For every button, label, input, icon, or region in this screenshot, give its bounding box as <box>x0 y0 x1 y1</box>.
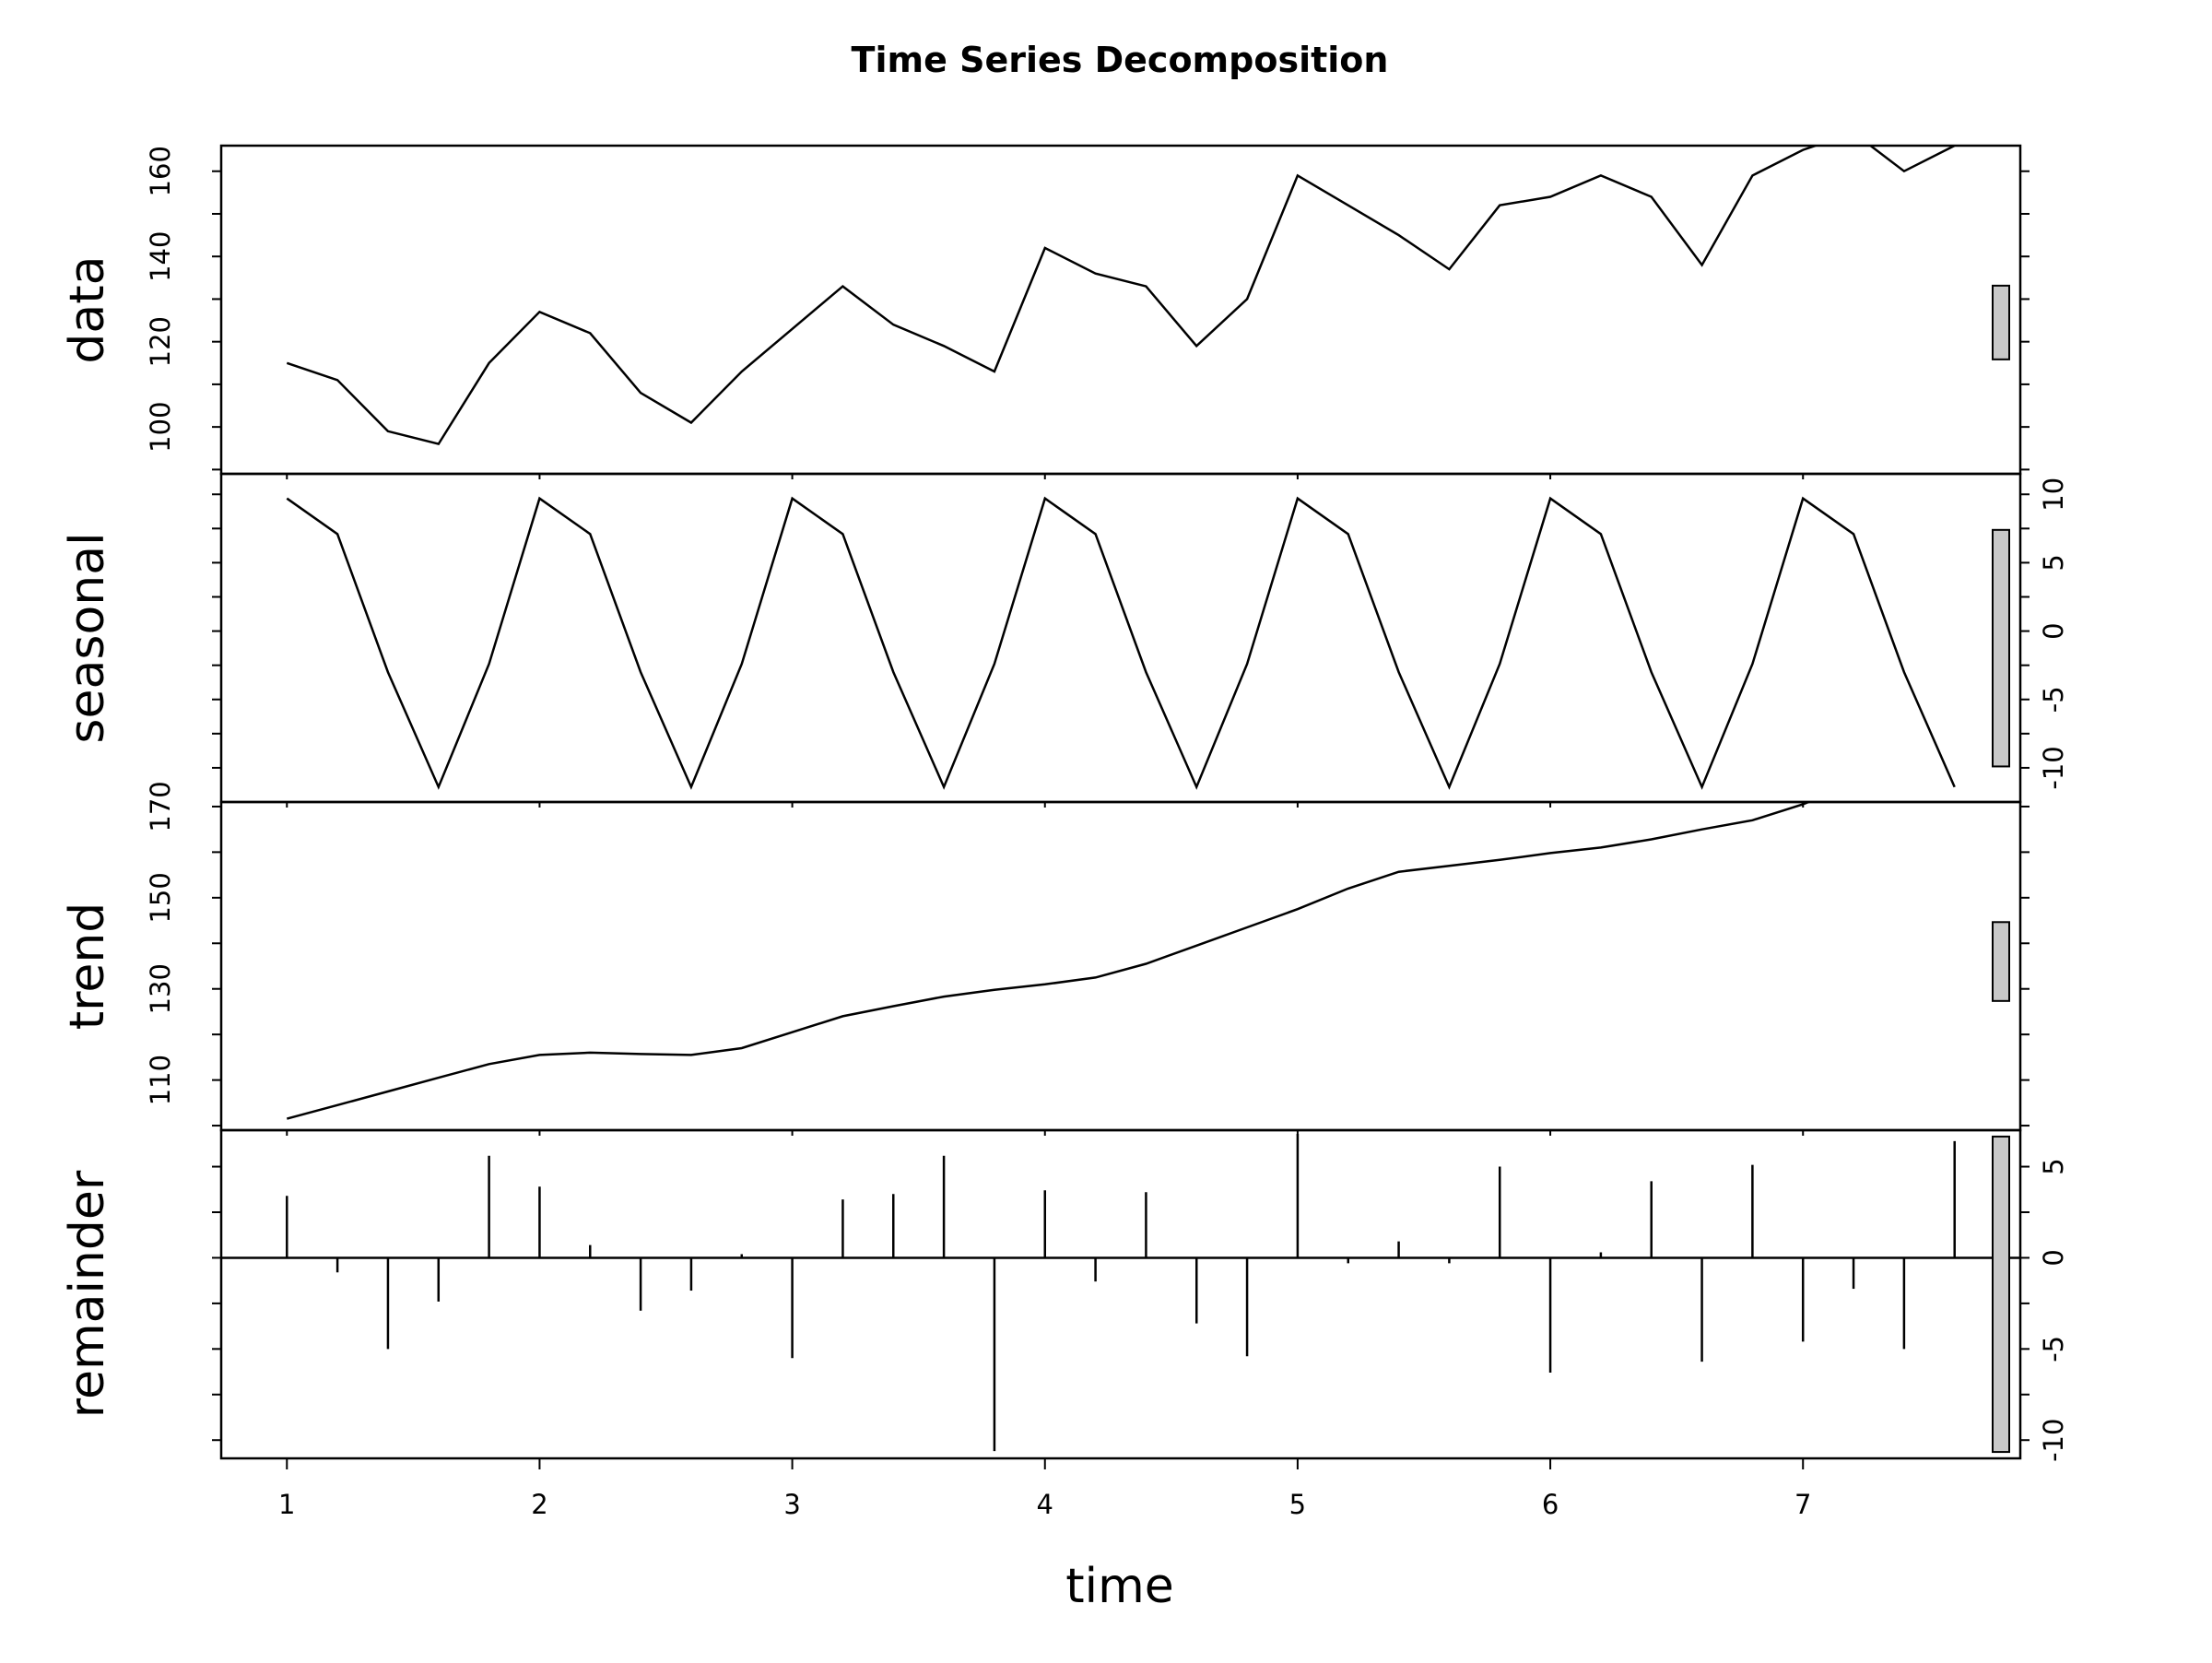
panel-label-remainder: remainder <box>60 1170 115 1418</box>
series-remainder <box>221 1133 2020 1452</box>
scale-bar-seasonal <box>1992 528 2010 768</box>
panel-label-seasonal: seasonal <box>60 532 115 743</box>
x-tick-label: 7 <box>1794 1489 1811 1520</box>
y-tick-label: 10 <box>2038 478 2069 512</box>
y-tick-label: 150 <box>145 872 176 923</box>
x-tick-label: 3 <box>783 1489 800 1520</box>
x-tick-label: 5 <box>1289 1489 1306 1520</box>
panel-frame-remainder <box>219 1128 2022 1460</box>
x-axis-title: time <box>1065 1559 1173 1614</box>
chart-title: Time Series Decomposition <box>852 40 1389 80</box>
y-tick-label: 0 <box>2038 1249 2069 1266</box>
x-tick-label: 1 <box>278 1489 295 1520</box>
x-axis: 1 2 3 4 5 6 7 <box>278 1458 1811 1520</box>
panel-frame-seasonal <box>219 472 2022 804</box>
panel-frame-trend <box>219 800 2022 1132</box>
panel-label-data: data <box>60 255 115 363</box>
y-tick-label: 140 <box>145 231 176 282</box>
y-tick-label: -5 <box>2038 1336 2069 1362</box>
y-tick-label: 5 <box>2038 554 2069 571</box>
panel-data: 100 120 140 160 data <box>60 144 2030 476</box>
y-tick-label: -10 <box>2038 1419 2069 1462</box>
scale-bar-remainder <box>1992 1135 2010 1454</box>
scale-bar-data <box>1992 284 2010 360</box>
y-tick-label: 120 <box>145 316 176 367</box>
y-tick-label: 0 <box>2038 622 2069 639</box>
series-trend <box>286 802 1812 1120</box>
panel-seasonal: -10 -5 0 5 10 seasonal <box>60 472 2069 804</box>
panels-layer: 100120140160data-10-50510seasonal1101301… <box>60 144 2069 1462</box>
y-tick-label: 110 <box>145 1055 176 1105</box>
panel-frame-data <box>219 144 2022 476</box>
series-line-trend <box>286 802 1812 1120</box>
y-tick-label: 130 <box>145 963 176 1014</box>
panel-label-trend: trend <box>60 902 115 1031</box>
series-seasonal <box>286 496 1956 790</box>
series-data <box>286 146 1956 446</box>
panel-remainder: -10 -5 0 5 remainder <box>60 1128 2069 1462</box>
y-tick-label: -10 <box>2038 746 2069 789</box>
y-tick-label: 160 <box>145 146 176 196</box>
panel-trend: 110 130 150 170 trend <box>60 781 2030 1132</box>
series-line-data <box>286 146 1956 446</box>
y-tick-label: 5 <box>2038 1158 2069 1174</box>
x-tick-label: 2 <box>531 1489 547 1520</box>
x-tick-label: 4 <box>1037 1489 1053 1520</box>
y-tick-label: 170 <box>145 781 176 832</box>
scale-bar-trend <box>1992 921 2010 1002</box>
y-tick-label: 100 <box>145 401 176 452</box>
series-line-seasonal <box>286 496 1956 790</box>
y-tick-label: -5 <box>2038 686 2069 713</box>
x-tick-label: 6 <box>1542 1489 1559 1520</box>
